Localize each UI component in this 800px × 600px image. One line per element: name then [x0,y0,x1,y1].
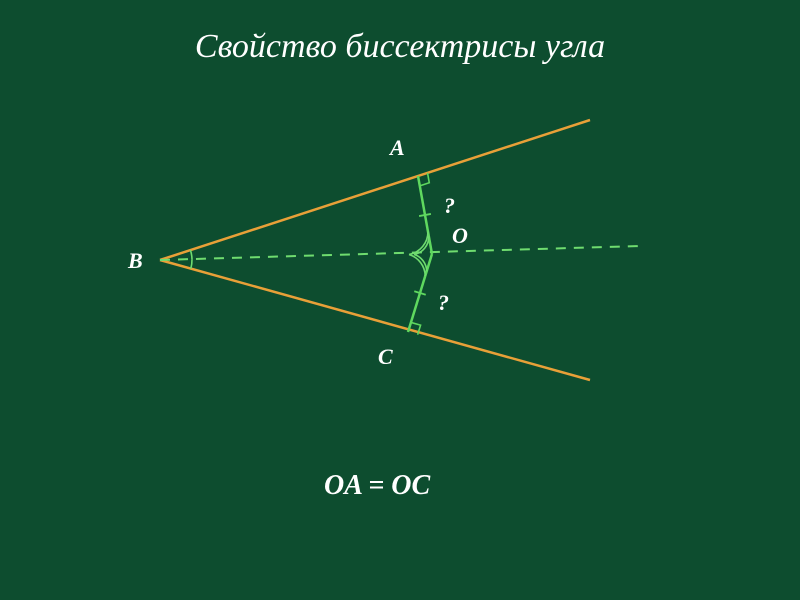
question-mark-top: ? [444,193,455,219]
point-label-a: A [390,135,405,161]
slide: Свойство биссектрисы угла A B C O ? ? OA… [0,0,800,600]
point-label-o: O [452,223,468,249]
geometry-diagram [0,0,800,600]
equation-text: OA = OC [324,470,430,502]
question-mark-bottom: ? [438,290,449,316]
point-label-c: C [378,344,393,370]
point-label-b: B [128,248,143,274]
